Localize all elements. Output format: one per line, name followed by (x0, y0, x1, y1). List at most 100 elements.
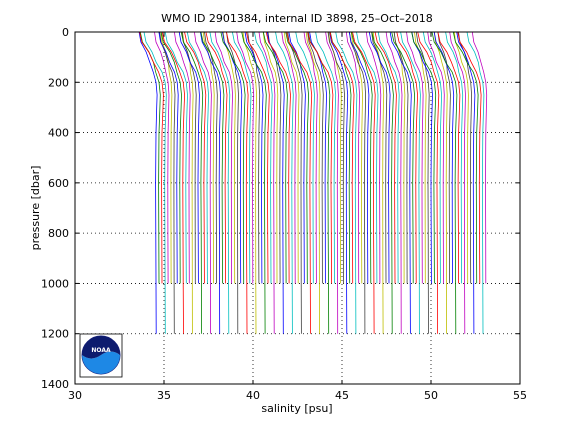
x-tick-label: 30 (68, 389, 82, 402)
profile-line (456, 31, 476, 334)
profile-line (449, 31, 466, 334)
profile-line (356, 31, 379, 284)
profile-line (352, 31, 376, 334)
profile-line (437, 31, 451, 284)
profile-line (389, 31, 412, 334)
profile-line (258, 31, 276, 334)
profile-line (411, 31, 433, 284)
profile-lines (138, 31, 488, 334)
y-tick-label: 200 (48, 76, 69, 89)
x-tick-label: 40 (246, 389, 260, 402)
profile-line (200, 31, 225, 284)
profile-line (307, 31, 334, 284)
profile-line (445, 31, 464, 284)
profile-line (400, 31, 421, 334)
profile-line (143, 31, 167, 334)
profile-line (262, 31, 279, 284)
profile-line (138, 31, 158, 334)
profile-line (406, 31, 424, 284)
profile-line (254, 31, 273, 284)
profile-line (374, 31, 397, 284)
profile-line (283, 31, 300, 284)
profile-line (377, 31, 400, 284)
profile-line (174, 31, 191, 284)
x-axis-label: salinity [psu] (261, 402, 332, 415)
profile-line (236, 31, 255, 284)
profile-line (214, 31, 234, 284)
noaa-logo-text: NOAA (91, 347, 111, 354)
profile-line (184, 31, 207, 284)
profile-line (232, 31, 252, 284)
x-tick-label: 45 (335, 389, 349, 402)
profile-line (139, 31, 164, 284)
profile-line (437, 31, 461, 284)
x-tick-label: 55 (513, 389, 527, 402)
y-tick-label: 800 (48, 227, 69, 240)
x-axis-ticks: 30 35 40 45 50 55 (68, 32, 527, 402)
profile-line (222, 31, 236, 284)
profile-line (307, 31, 324, 284)
profile-line (422, 31, 443, 284)
profile-line (431, 31, 458, 334)
profile-line (329, 31, 355, 284)
profile-line (154, 31, 170, 284)
profile-line (327, 31, 345, 284)
profile-line (158, 31, 179, 284)
profile-line (226, 31, 249, 334)
profile-line (411, 31, 437, 284)
noaa-logo: NOAA (79, 333, 123, 378)
profile-line (286, 31, 313, 334)
profile-line (205, 31, 228, 284)
profile-line (186, 31, 210, 284)
profile-line (265, 31, 291, 284)
profile-line (266, 31, 285, 334)
profile-line (226, 31, 239, 334)
profile-line (262, 31, 288, 284)
profile-line (351, 31, 373, 284)
profile-line (178, 31, 200, 284)
profile-line (415, 31, 430, 334)
profile-line (160, 31, 182, 284)
profile-line (315, 31, 337, 284)
profile-line (417, 31, 440, 334)
profile-line (349, 31, 367, 334)
profile-line (365, 31, 382, 284)
chart-title: WMO ID 2901384, internal ID 3898, 25–Oct… (161, 12, 433, 25)
plot-background (75, 32, 520, 384)
profile-line (204, 31, 218, 284)
profile-line (371, 31, 394, 334)
profile-line (247, 31, 261, 284)
profile-line (452, 31, 479, 284)
profile-line (209, 31, 231, 334)
profile-line (345, 31, 361, 284)
profile-line (393, 31, 409, 284)
y-tick-label: 0 (62, 26, 69, 39)
profile-line (396, 31, 419, 284)
profile-line (305, 31, 321, 334)
profile-line (372, 31, 385, 334)
y-axis-ticks: 0 200 400 600 800 1000 1200 1400 (41, 26, 520, 391)
profile-line (433, 31, 455, 284)
profile-line (194, 31, 212, 334)
profile-line (471, 31, 488, 284)
y-tick-label: 600 (48, 177, 69, 190)
profile-line (287, 31, 303, 334)
profile-line (391, 31, 416, 284)
profile-line (281, 31, 297, 284)
profile-line (246, 31, 270, 284)
profile-line (180, 31, 204, 334)
plot-frame (74, 31, 521, 385)
profile-line (275, 31, 294, 334)
profile-line (457, 31, 482, 284)
profile-line (242, 31, 258, 334)
x-tick-label: 50 (424, 389, 438, 402)
y-tick-label: 1400 (41, 378, 69, 391)
profile-line (329, 31, 349, 334)
profile-line (267, 31, 282, 284)
profile-line (433, 31, 448, 334)
profile-line (348, 31, 370, 284)
profile-line (393, 31, 406, 284)
profile-line (244, 31, 264, 284)
y-tick-label: 1200 (41, 328, 69, 341)
